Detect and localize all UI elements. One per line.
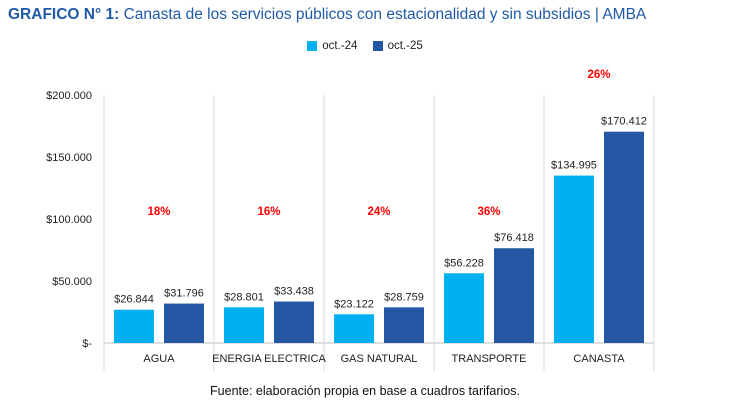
bar-oct25 (604, 131, 644, 343)
data-label-oct25: $28.759 (384, 291, 424, 303)
chart-title-text: Canasta de los servicios públicos con es… (119, 6, 647, 23)
change-annotation: 18% (147, 206, 170, 218)
data-label-oct24: $23.122 (334, 298, 374, 310)
y-tick-label: $150.000 (46, 152, 92, 164)
bar-oct24 (444, 273, 484, 343)
y-tick-label: $100.000 (46, 214, 92, 226)
data-label-oct24: $134.995 (551, 160, 597, 172)
source-note: Fuente: elaboración propia en base a cua… (210, 384, 520, 398)
change-annotation: 16% (257, 206, 280, 218)
bar-oct25 (384, 307, 424, 343)
y-tick-label: $200.000 (46, 90, 92, 102)
y-tick-label: $50.000 (52, 276, 92, 288)
bar-oct25 (494, 248, 534, 343)
legend-swatch-oct25 (372, 41, 383, 51)
legend-swatch-oct24 (307, 41, 318, 51)
data-label-oct25: $31.796 (164, 288, 204, 300)
x-tick-label: TRANSPORTE (452, 353, 527, 365)
x-tick-label: CANASTA (573, 353, 625, 365)
bar-oct24 (224, 307, 264, 343)
legend-item-oct24: oct.-24 (307, 40, 357, 52)
bar-oct25 (164, 303, 204, 343)
x-tick-label: GAS NATURAL (341, 353, 418, 365)
bar-oct25 (274, 301, 314, 343)
data-label-oct25: $33.438 (274, 286, 314, 298)
legend-label-oct24: oct.-24 (322, 40, 358, 52)
bar-oct24 (554, 175, 594, 343)
change-annotation: 26% (587, 69, 610, 81)
data-label-oct25: $170.412 (601, 116, 647, 128)
data-label-oct24: $56.228 (444, 257, 484, 269)
x-tick-label: AGUA (143, 353, 175, 365)
bar-oct24 (114, 309, 154, 343)
data-label-oct24: $28.801 (224, 291, 264, 303)
data-label-oct25: $76.418 (494, 232, 534, 244)
data-label-oct24: $26.844 (114, 294, 154, 306)
change-annotation: 24% (367, 206, 390, 218)
x-tick-label: ENERGIA ELECTRICA (212, 353, 326, 365)
legend-item-oct25: oct.-25 (372, 40, 423, 52)
chart-title-bold: GRAFICO N° 1: (8, 6, 120, 23)
legend: oct.-24 oct.-25 (0, 40, 730, 54)
bar-oct24 (334, 314, 374, 343)
legend-label-oct25: oct.-25 (387, 40, 423, 52)
chart-title: GRAFICO N° 1: Canasta de los servicios p… (8, 6, 646, 24)
y-tick-label: $- (82, 338, 92, 350)
change-annotation: 36% (477, 206, 500, 218)
